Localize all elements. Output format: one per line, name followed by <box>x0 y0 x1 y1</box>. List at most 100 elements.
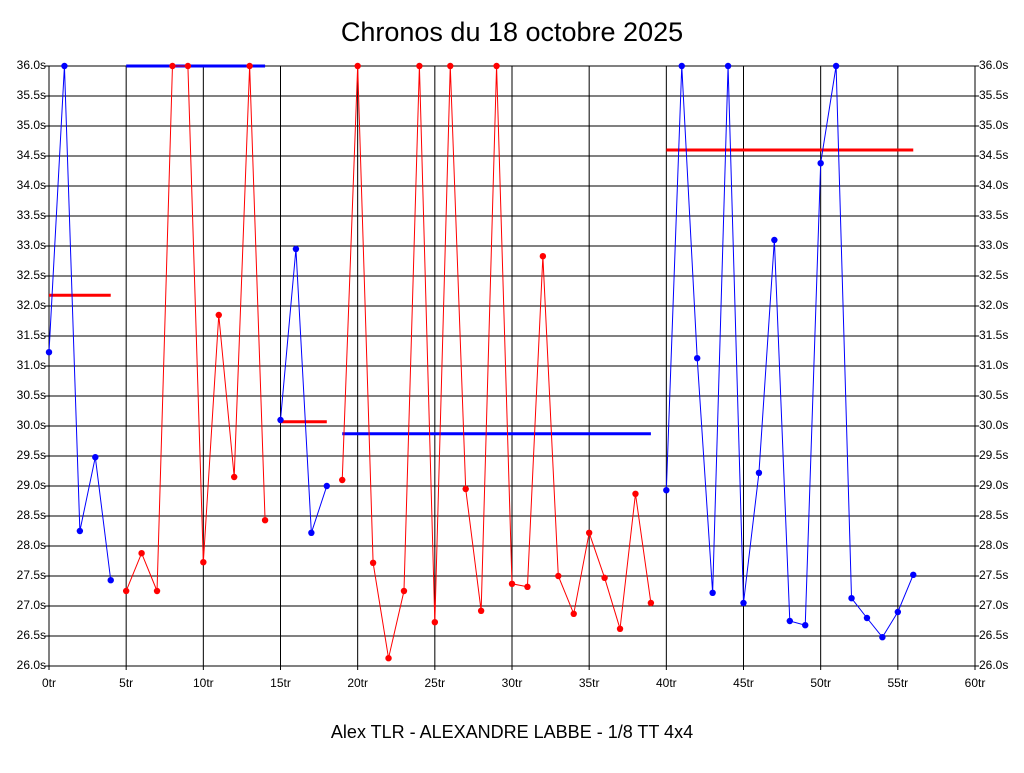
y-tick-label: 33.0s <box>979 238 1008 252</box>
point <box>632 490 639 497</box>
point <box>354 62 361 70</box>
point <box>231 473 238 481</box>
point <box>416 62 423 70</box>
series-line <box>125 65 266 592</box>
point <box>570 610 577 617</box>
point <box>817 160 824 167</box>
y-tick-label: 27.0s <box>17 598 46 612</box>
point <box>910 571 917 578</box>
point <box>261 517 269 524</box>
point <box>200 559 207 566</box>
y-tick-label: 32.5s <box>17 268 46 282</box>
y-tick-label: 28.0s <box>17 538 46 552</box>
y-tick-label: 34.5s <box>17 148 46 162</box>
y-tick-label: 30.0s <box>979 418 1008 432</box>
y-tick-label: 33.5s <box>17 208 46 222</box>
y-tick-label: 26.0s <box>979 658 1008 672</box>
point <box>555 572 562 580</box>
point <box>61 62 68 70</box>
y-tick-label: 31.0s <box>979 358 1008 372</box>
point <box>122 587 130 595</box>
y-tick-label: 29.0s <box>17 478 46 492</box>
point <box>585 529 593 536</box>
y-tick-label: 33.0s <box>17 238 46 252</box>
chart-title: Chronos du 18 octobre 2025 <box>341 17 683 47</box>
point <box>292 245 300 253</box>
point <box>169 62 176 70</box>
y-tick-label: 31.5s <box>979 328 1008 342</box>
point <box>771 236 778 244</box>
point <box>694 355 701 362</box>
point <box>462 485 469 493</box>
y-tick-label: 27.0s <box>979 598 1008 612</box>
y-tick-label: 34.0s <box>17 178 46 192</box>
x-tick-label: 60tr <box>965 676 986 690</box>
point <box>153 587 161 595</box>
plot-border <box>48 65 976 667</box>
x-tick-label: 30tr <box>502 676 523 690</box>
point <box>215 311 222 319</box>
y-tick-label: 32.0s <box>979 298 1008 312</box>
y-tick-label: 30.5s <box>979 388 1008 402</box>
y-tick-label: 35.0s <box>17 118 46 132</box>
y-tick-label: 36.0s <box>979 58 1008 72</box>
y-tick-label: 30.0s <box>17 418 46 432</box>
y-tick-label: 26.5s <box>979 628 1008 642</box>
y-tick-label: 28.5s <box>979 508 1008 522</box>
y-tick-label: 35.5s <box>17 88 46 102</box>
x-tick-label: 50tr <box>810 676 831 690</box>
y-tick-label: 26.0s <box>17 658 46 672</box>
y-tick-label: 27.5s <box>979 568 1008 582</box>
y-tick-label: 36.0s <box>17 58 46 72</box>
point <box>848 595 855 602</box>
point <box>431 619 439 626</box>
y-tick-label: 32.5s <box>979 268 1008 282</box>
point <box>616 625 624 632</box>
x-tick-label: 35tr <box>579 676 600 690</box>
y-tick-label: 35.5s <box>979 88 1008 102</box>
point <box>508 580 516 587</box>
point <box>601 574 608 581</box>
y-tick-label: 32.0s <box>17 298 46 312</box>
point <box>786 617 793 625</box>
point <box>447 62 454 70</box>
y-tick-label: 28.5s <box>17 508 46 522</box>
point <box>277 416 284 424</box>
y-tick-label: 30.5s <box>17 388 46 402</box>
y-tick-label: 29.5s <box>979 448 1008 462</box>
x-tick-label: 55tr <box>887 676 908 690</box>
point <box>339 476 346 484</box>
point <box>477 607 485 614</box>
y-tick-label: 29.5s <box>17 448 46 462</box>
point <box>678 62 685 70</box>
y-tick-label: 33.5s <box>979 208 1008 222</box>
point <box>724 62 732 70</box>
point <box>369 559 377 566</box>
point <box>323 482 330 490</box>
point <box>832 62 840 70</box>
point <box>246 62 253 70</box>
y-tick-label: 27.5s <box>17 568 46 582</box>
y-tick-label: 31.0s <box>17 358 46 372</box>
point <box>493 62 500 70</box>
point <box>709 589 716 596</box>
series-line <box>280 248 328 533</box>
x-tick-label: 10tr <box>193 676 214 690</box>
point <box>385 655 392 662</box>
y-tick-label: 35.0s <box>979 118 1008 132</box>
point <box>539 253 547 260</box>
point <box>740 599 747 607</box>
point <box>863 614 871 622</box>
x-tick-label: 25tr <box>424 676 445 690</box>
point <box>755 469 763 476</box>
point <box>802 622 809 629</box>
y-tick-label: 34.5s <box>979 148 1008 162</box>
x-tick-label: 0tr <box>42 676 56 690</box>
y-tick-label: 34.0s <box>979 178 1008 192</box>
point <box>647 599 655 607</box>
x-tick-label: 20tr <box>347 676 368 690</box>
x-tick-label: 45tr <box>733 676 754 690</box>
point <box>400 587 408 595</box>
point <box>663 487 670 494</box>
